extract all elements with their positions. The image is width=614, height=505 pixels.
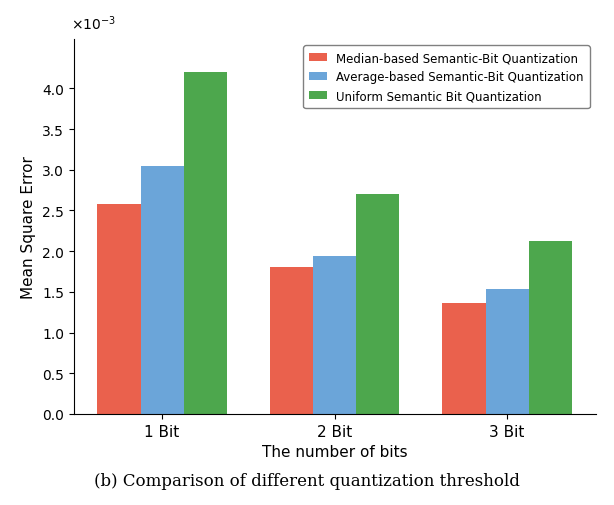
Bar xyxy=(529,242,572,414)
Bar xyxy=(486,290,529,414)
Bar xyxy=(141,167,184,414)
Text: $\times10^{-3}$: $\times10^{-3}$ xyxy=(71,14,116,33)
Bar xyxy=(443,304,486,414)
Y-axis label: Mean Square Error: Mean Square Error xyxy=(21,156,36,298)
Text: (b) Comparison of different quantization threshold: (b) Comparison of different quantization… xyxy=(94,472,520,489)
Bar xyxy=(270,267,313,414)
Bar xyxy=(356,195,399,414)
X-axis label: The number of bits: The number of bits xyxy=(262,444,408,459)
Bar xyxy=(184,73,227,414)
Bar xyxy=(98,205,141,414)
Bar xyxy=(313,257,356,414)
Legend: Median-based Semantic-Bit Quantization, Average-based Semantic-Bit Quantization,: Median-based Semantic-Bit Quantization, … xyxy=(303,46,589,109)
